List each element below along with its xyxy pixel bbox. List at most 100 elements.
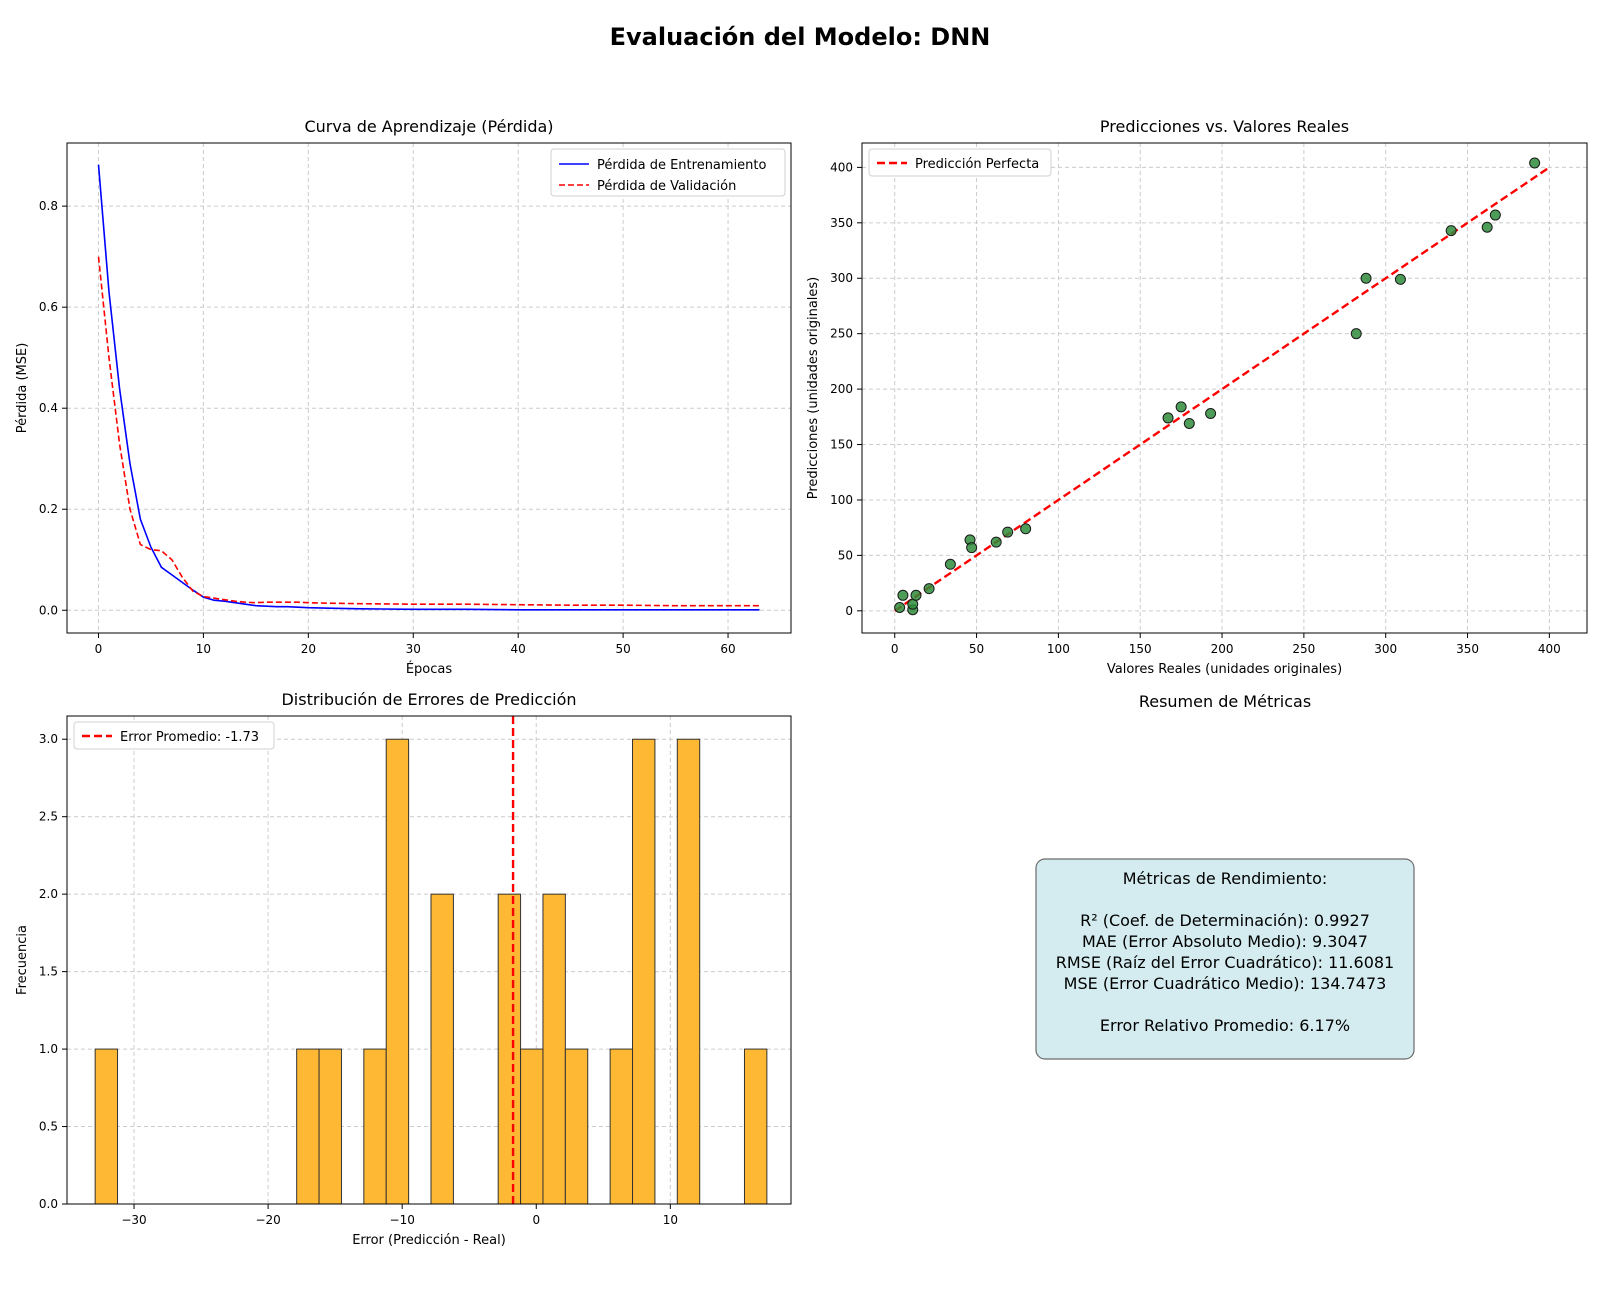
legend-entry: Error Promedio: -1.73 xyxy=(120,730,259,745)
histogram-bar xyxy=(676,738,701,1205)
legend-box xyxy=(550,148,786,197)
figure-title: Evaluación del Modelo: DNN xyxy=(610,23,991,51)
scatter-point xyxy=(1529,157,1541,169)
y-tick-label: 200 xyxy=(830,382,853,396)
metrics-line: MSE (Error Cuadrático Medio): 134.7473 xyxy=(1064,974,1387,993)
metrics-line: MAE (Error Absoluto Medio): 9.3047 xyxy=(1082,932,1368,951)
y-tick-label: 0.4 xyxy=(39,401,58,415)
panel-title: Curva de Aprendizaje (Pérdida) xyxy=(304,117,553,136)
x-tick-label: −20 xyxy=(255,1213,280,1227)
scatter-point xyxy=(1020,523,1032,535)
scatter-point xyxy=(1002,526,1014,538)
legend-entry: Predicción Perfecta xyxy=(915,157,1039,172)
metrics-line: Métricas de Rendimiento: xyxy=(1123,869,1328,888)
x-tick-label: 50 xyxy=(615,642,630,656)
scatter-point xyxy=(966,542,978,554)
plot-area xyxy=(67,143,791,633)
x-tick-label: 20 xyxy=(301,642,316,656)
panel-title: Distribución de Errores de Predicción xyxy=(281,690,576,709)
y-tick-label: 400 xyxy=(830,160,853,174)
y-tick-label: 250 xyxy=(830,327,853,341)
histogram-bar xyxy=(743,1048,768,1205)
histogram-bar xyxy=(94,1048,119,1205)
x-tick-label: −10 xyxy=(390,1213,415,1227)
x-axis-label: Épocas xyxy=(406,661,453,677)
scatter-point xyxy=(1360,272,1372,284)
metrics-box xyxy=(1035,858,1415,1060)
x-tick-label: 40 xyxy=(511,642,526,656)
x-tick-label: 0 xyxy=(95,642,103,656)
metrics-line: Error Relativo Promedio: 6.17% xyxy=(1100,1016,1350,1035)
y-tick-label: 1.0 xyxy=(39,1042,58,1056)
x-tick-label: 100 xyxy=(1047,642,1070,656)
axes-frame xyxy=(66,142,792,634)
x-tick-label: 30 xyxy=(406,642,421,656)
scatter-point xyxy=(1205,407,1217,419)
x-tick-label: 0 xyxy=(532,1213,540,1227)
histogram-bar xyxy=(363,1048,387,1205)
panel-title: Predicciones vs. Valores Reales xyxy=(1100,117,1349,136)
y-tick-label: 1.5 xyxy=(39,965,58,979)
histogram-bar xyxy=(520,1048,544,1205)
scatter-point xyxy=(1350,328,1362,340)
scatter-point xyxy=(1394,273,1406,285)
axes-frame xyxy=(861,142,1588,634)
histogram-bar xyxy=(296,1048,320,1205)
x-tick-label: 10 xyxy=(196,642,211,656)
y-tick-label: 0.2 xyxy=(39,502,58,516)
histogram-bar xyxy=(385,738,410,1205)
legend-entry: Pérdida de Entrenamiento xyxy=(597,158,767,173)
legend-box xyxy=(868,148,1052,177)
y-tick-label: 300 xyxy=(830,271,853,285)
x-tick-label: 200 xyxy=(1211,642,1234,656)
scatter-point xyxy=(1162,412,1174,424)
metrics-lines: Métricas de Rendimiento: R² (Coef. de Det… xyxy=(1056,869,1394,1035)
y-tick-label: 2.0 xyxy=(39,887,58,901)
y-axis-label: Frecuencia xyxy=(15,925,30,995)
x-axis-label: Valores Reales (unidades originales) xyxy=(1107,662,1342,677)
histogram-bar xyxy=(609,1048,634,1205)
scatter-point xyxy=(1489,209,1501,221)
training-loss-line xyxy=(97,164,760,611)
x-tick-label: 50 xyxy=(969,642,984,656)
x-tick-label: 10 xyxy=(663,1213,678,1227)
y-tick-label: 0.0 xyxy=(39,1197,58,1211)
learning-curve-panel: 0 10 20 30 40 50 60 0.0 0.2 0.4 0.6 0.8 Curva de Apr… xyxy=(15,117,792,677)
x-tick-label: 300 xyxy=(1374,642,1397,656)
histogram-bar xyxy=(497,893,522,1205)
scatter-point xyxy=(897,589,909,601)
metrics-line: RMSE (Raíz del Error Cuadrático): 11.608… xyxy=(1056,953,1394,972)
scatter-point xyxy=(894,602,906,614)
scatter-point xyxy=(1183,417,1195,429)
scatter-point xyxy=(910,589,922,601)
scatter-point xyxy=(1175,401,1187,413)
y-tick-label: 350 xyxy=(830,216,853,230)
metrics-summary-panel: Resumen de Métricas Métricas de Rendimie… xyxy=(1035,692,1415,1060)
scatter-point xyxy=(1481,221,1493,233)
histogram-bar xyxy=(632,738,656,1205)
y-tick-label: 0.5 xyxy=(39,1120,58,1134)
axes-frame xyxy=(66,715,792,1205)
x-tick-label: 150 xyxy=(1129,642,1152,656)
y-tick-label: 0.0 xyxy=(39,603,58,617)
scatter-point xyxy=(990,536,1002,548)
error-histogram-panel: −30 −20 −10 0 10 0.0 0.5 1.0 1.5 2.0 2.5 3.0 Distrib… xyxy=(15,690,792,1248)
y-axis-label: Pérdida (MSE) xyxy=(15,343,30,434)
y-tick-label: 0.6 xyxy=(39,300,58,314)
x-tick-label: 0 xyxy=(891,642,899,656)
y-axis-label: Predicciones (unidades originales) xyxy=(806,277,821,500)
y-tick-label: 0 xyxy=(845,604,853,618)
metrics-panel-title: Resumen de Métricas xyxy=(1139,692,1311,711)
histogram-bar xyxy=(318,1048,342,1205)
x-axis-label: Error (Predicción - Real) xyxy=(352,1233,506,1248)
scatter-point xyxy=(1445,225,1457,237)
x-tick-label: 350 xyxy=(1456,642,1479,656)
y-tick-label: 150 xyxy=(830,438,853,452)
metrics-line: R² (Coef. de Determinación): 0.9927 xyxy=(1080,911,1370,930)
scatter-point xyxy=(923,583,935,595)
predictions-scatter-panel: 0 50 100 150 200 250 300 350 400 0 50 100 150 200 250 3… xyxy=(806,117,1588,677)
histogram-bar xyxy=(564,1048,589,1205)
y-tick-label: 3.0 xyxy=(39,732,58,746)
histogram-bar xyxy=(542,893,566,1205)
